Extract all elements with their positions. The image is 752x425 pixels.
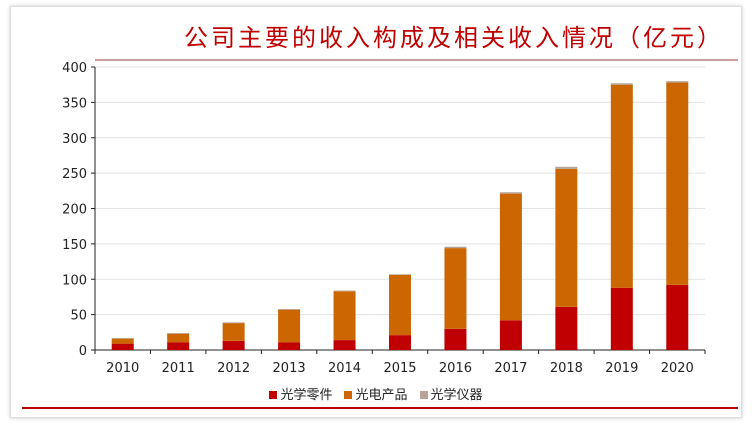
bar-2015-2 [389, 274, 411, 276]
bar-2016-0 [444, 328, 467, 350]
bar-2010-0 [111, 343, 134, 350]
bar-2011-0 [167, 342, 190, 350]
bar-2020-0 [666, 284, 689, 350]
bar-2014-0 [333, 340, 356, 350]
bar-2013-2 [278, 308, 301, 310]
bar-2012-1 [222, 323, 245, 341]
bar-2014-2 [333, 290, 356, 292]
bar-2010-1 [111, 338, 134, 344]
bar-2012-2 [222, 322, 245, 324]
bar-2016-2 [444, 246, 467, 249]
bar-2018-0 [555, 306, 578, 350]
y-tick-label: 0 [79, 344, 87, 359]
bar-2019-1 [610, 84, 633, 288]
legend-label: 光学仪器 [430, 388, 483, 403]
x-tick-label: 2017 [494, 361, 527, 376]
legend-swatch [344, 391, 353, 399]
bar-2012-0 [222, 340, 245, 350]
x-tick-label: 2013 [273, 361, 306, 376]
x-tick-label: 2011 [162, 361, 195, 376]
y-tick-label: 100 [62, 273, 87, 288]
x-tick-label: 2020 [661, 361, 694, 376]
bar-2010-2 [111, 337, 134, 339]
bar-2011-2 [167, 333, 190, 334]
title-divider [95, 59, 738, 61]
x-tick-label: 2018 [550, 361, 583, 376]
y-tick-label: 50 [70, 309, 87, 324]
bar-2019-0 [610, 287, 633, 350]
legend-swatch [419, 391, 428, 399]
y-tick-label: 350 [62, 96, 87, 111]
x-tick-label: 2010 [106, 361, 139, 376]
y-tick-label: 250 [62, 167, 87, 182]
bar-2017-2 [499, 192, 522, 194]
bar-2020-1 [666, 82, 689, 285]
legend-swatch [269, 391, 278, 399]
bar-2017-0 [499, 320, 522, 350]
legend-item: 光电产品 [344, 388, 408, 403]
bar-2014-1 [333, 291, 356, 341]
bar-2017-1 [499, 193, 522, 321]
x-tick-label: 2019 [605, 361, 638, 376]
legend: 光学零件 光电产品 光学仪器 [0, 384, 752, 403]
legend-label: 光电产品 [355, 388, 408, 403]
x-tick-label: 2016 [439, 361, 472, 376]
bar-2019-2 [610, 83, 633, 85]
x-tick-label: 2015 [383, 361, 416, 376]
bar-2018-2 [555, 166, 578, 169]
bar-2013-0 [278, 342, 301, 350]
bar-2011-1 [167, 333, 190, 343]
legend-item: 光学零件 [269, 388, 332, 403]
bar-2015-1 [389, 275, 411, 336]
bar-2016-1 [444, 248, 467, 329]
bar-2018-1 [555, 168, 578, 307]
y-tick-label: 200 [62, 203, 87, 218]
y-tick-label: 150 [62, 238, 87, 253]
legend-item: 光学仪器 [419, 388, 483, 403]
bar-2015-0 [389, 335, 411, 350]
bar-2013-1 [278, 309, 301, 343]
y-tick-label: 300 [62, 132, 87, 147]
x-tick-label: 2012 [217, 361, 250, 376]
bottom-divider [22, 407, 738, 409]
x-tick-label: 2014 [328, 361, 361, 376]
bar-2020-2 [666, 81, 689, 83]
chart-title: 公司主要的收入构成及相关收入情况（亿元） [184, 24, 724, 52]
y-tick-label: 400 [62, 61, 87, 76]
legend-label: 光学零件 [280, 388, 333, 403]
